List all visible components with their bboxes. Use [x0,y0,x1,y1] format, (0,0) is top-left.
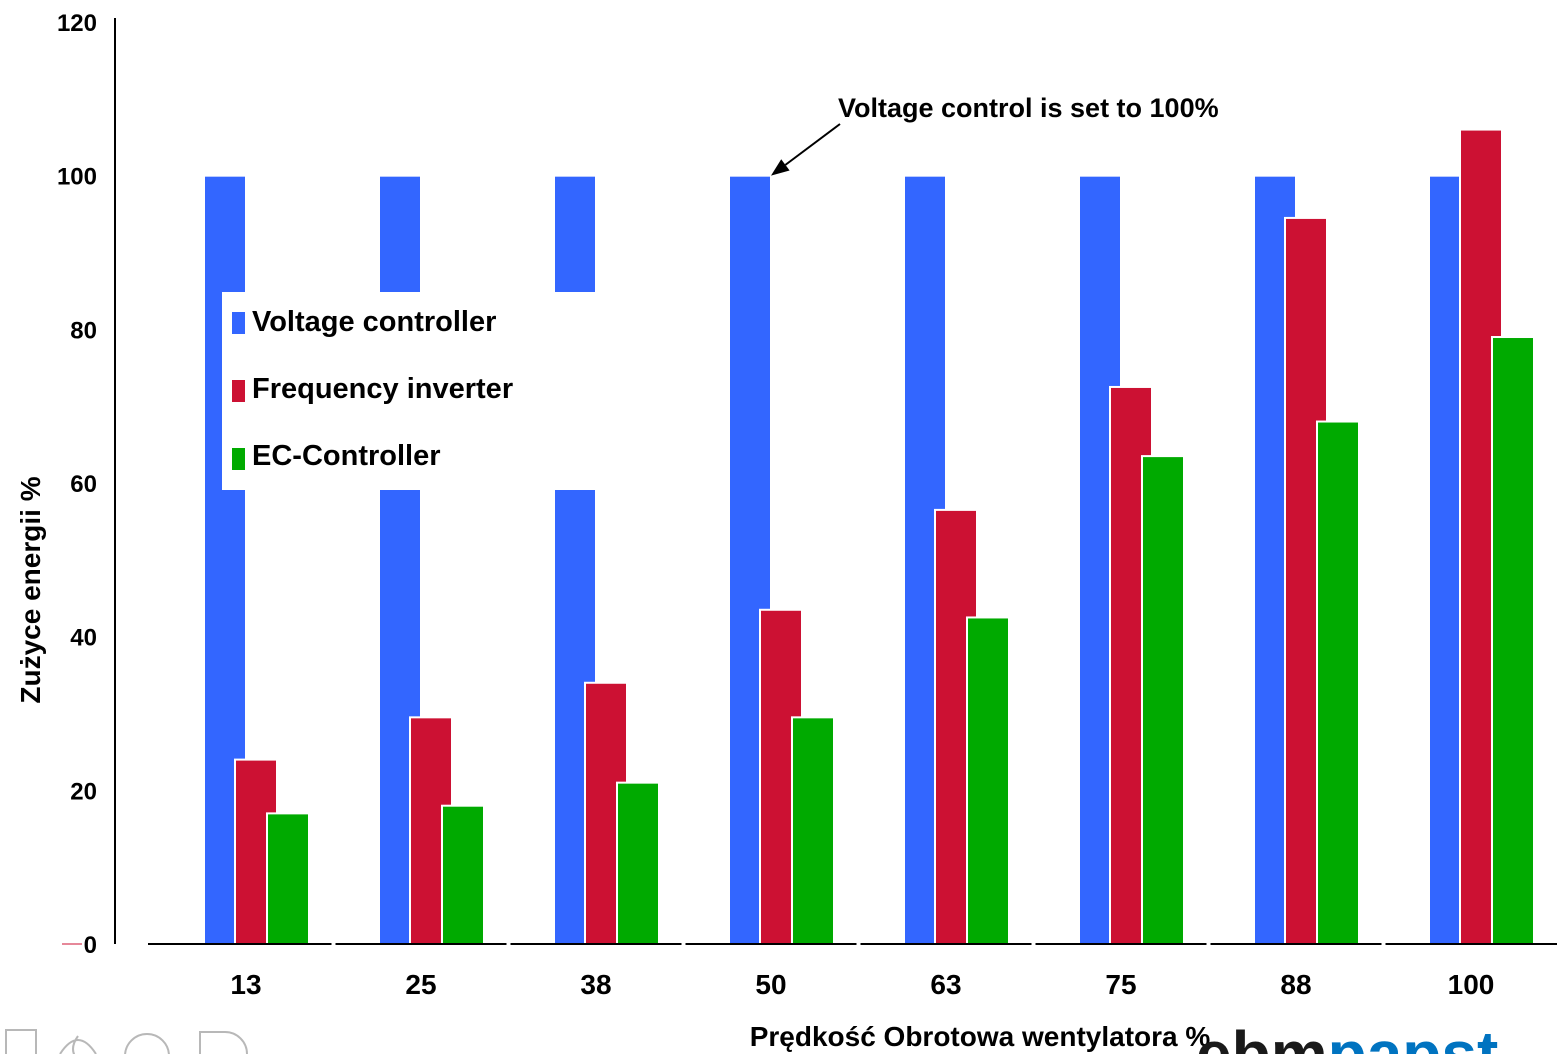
legend: Voltage controller Frequency inverter EC… [222,292,598,490]
annotation-text: Voltage control is set to 100% [838,93,1219,123]
legend-swatch-ec-controller [232,448,245,470]
legend-label-voltage-controller: Voltage controller [252,306,496,338]
fan-icon-square [5,1029,37,1054]
y-axis-title: Zużyce energii % [15,476,46,703]
bar-ec-controller-63 [966,616,1010,945]
y-tick-label-80: 80 [70,317,97,344]
legend-label-frequency-inverter: Frequency inverter [252,373,513,405]
bars-layer: 13 25 38 50 63 75 88 100 [203,128,1535,1000]
fan-icon-blower [199,1031,248,1054]
ebmpapst-logo: ebmpapst [1196,1018,1498,1054]
x-tick-label-63: 63 [930,969,961,1000]
fan-logo-icons [5,1029,248,1054]
bar-ec-controller-25 [441,804,485,946]
bar-ec-controller-75 [1141,455,1185,945]
annotation-arrow [784,123,841,166]
bar-ec-controller-88 [1316,420,1360,945]
fan-icon-radial [124,1033,170,1054]
x-tick-label-75: 75 [1105,969,1136,1000]
x-tick-label-88: 88 [1280,969,1311,1000]
bar-ec-controller-50 [791,716,835,946]
y-tick-label-100: 100 [57,164,97,191]
x-tick-label-100: 100 [1448,969,1495,1000]
x-axis-title: Prędkość Obrotowa wentylatora % [750,1021,1211,1052]
axes-layer: 0 20 40 60 80 100 120 [57,10,1557,959]
y-tick-label-120: 120 [57,10,97,37]
y-tick-label-20: 20 [70,778,97,805]
legend-swatch-frequency-inverter [232,380,245,402]
bar-ec-controller-100 [1491,336,1535,945]
fan-icon-propeller [59,1035,97,1054]
y-tick-label-40: 40 [70,625,97,652]
annotation: Voltage control is set to 100% [771,93,1219,176]
x-tick-label-50: 50 [755,969,786,1000]
y-tick-label-0: 0 [84,932,97,959]
legend-background [222,292,598,490]
logo-text-ebm: ebm [1196,1018,1328,1054]
x-tick-label-13: 13 [230,969,261,1000]
legend-label-ec-controller: EC-Controller [252,440,441,472]
y-tick-label-60: 60 [70,471,97,498]
legend-swatch-voltage-controller [232,312,245,334]
x-tick-label-38: 38 [580,969,611,1000]
annotation-arrowhead [771,159,790,176]
bar-ec-controller-13 [266,812,310,946]
logo-text-papst: papst [1328,1018,1499,1054]
x-tick-label-25: 25 [405,969,436,1000]
bar-ec-controller-38 [616,781,660,946]
